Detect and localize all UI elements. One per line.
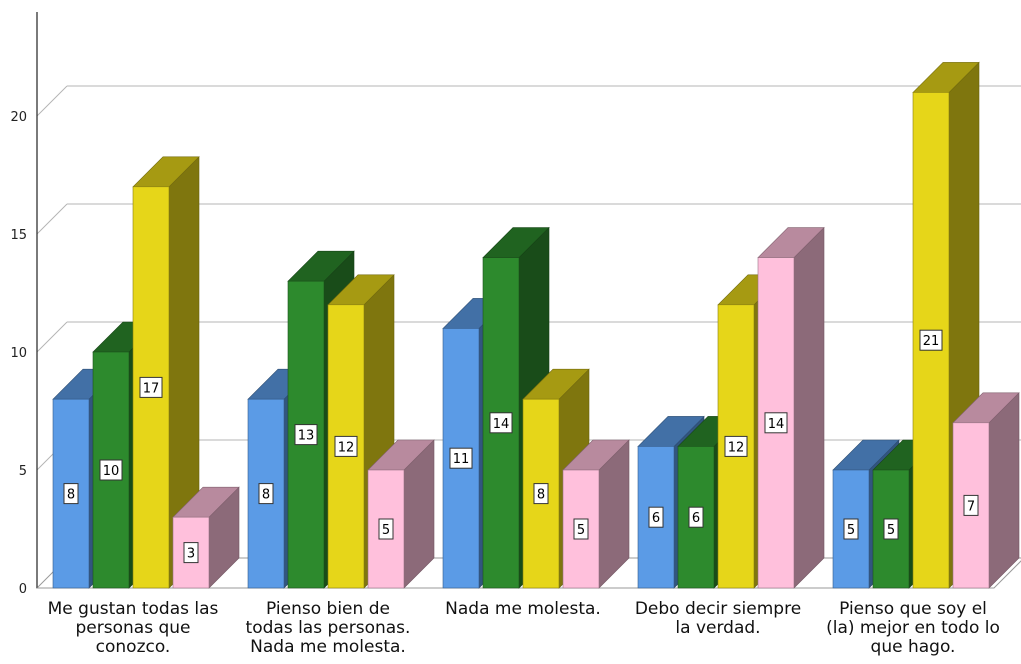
x-category-label-line: (la) mejor en todo lo xyxy=(826,618,1000,638)
y-tick-label: 15 xyxy=(10,228,27,243)
data-label-box xyxy=(724,435,748,457)
y-tick-label: 20 xyxy=(10,110,27,125)
data-label-box xyxy=(449,447,473,469)
data-label: 6 xyxy=(652,511,660,526)
data-label-box xyxy=(99,459,123,481)
data-label: 12 xyxy=(338,440,355,455)
bar-side-face xyxy=(988,392,1020,589)
x-category-label-line: conozco. xyxy=(96,637,171,657)
y-tick-label: 5 xyxy=(19,464,27,479)
axis-layer: 0 5 10 15 20 Me gustan todas las personas que c… xyxy=(10,12,1000,657)
data-label-box xyxy=(183,542,199,564)
data-label-box xyxy=(378,518,394,540)
data-label: 5 xyxy=(847,523,855,538)
data-label: 8 xyxy=(262,488,270,503)
gridline-depth xyxy=(36,203,68,235)
data-label-box xyxy=(919,329,943,351)
data-label: 3 xyxy=(187,547,195,562)
data-label: 11 xyxy=(453,452,470,467)
data-label: 21 xyxy=(923,334,940,349)
bar xyxy=(562,439,630,589)
data-label: 17 xyxy=(143,381,160,396)
data-label-box xyxy=(573,518,589,540)
x-category-label-line: Me gustan todas las xyxy=(48,599,219,619)
x-category-label-line: que hago. xyxy=(871,637,956,657)
x-category-label-line: la verdad. xyxy=(675,618,760,638)
label-layer: 8 10 17 3 8 13 12 5 11 14 8 5 6 6 12 14 5 5 21 7 xyxy=(63,329,979,564)
data-label-box xyxy=(963,494,979,516)
gridline-depth xyxy=(36,321,68,353)
bar-front-face xyxy=(757,257,795,589)
data-label-box xyxy=(764,412,788,434)
data-label: 6 xyxy=(692,511,700,526)
data-label: 14 xyxy=(768,417,785,432)
data-label-box xyxy=(843,518,859,540)
bar xyxy=(367,439,435,589)
data-label: 14 xyxy=(493,417,510,432)
x-category-label-line: Nada me molesta. xyxy=(445,599,601,619)
data-label-box xyxy=(139,376,163,398)
data-label-box xyxy=(63,483,79,505)
x-category-label-line: todas las personas. xyxy=(246,618,411,638)
data-label: 12 xyxy=(728,440,745,455)
data-label: 8 xyxy=(537,488,545,503)
data-label-box xyxy=(489,412,513,434)
data-label: 5 xyxy=(887,523,895,538)
bar xyxy=(757,226,825,589)
bar-front-face xyxy=(872,469,910,589)
x-category-label: Debo decir siempre la verdad. xyxy=(635,599,801,638)
bar xyxy=(952,392,1020,589)
x-category-label-line: Debo decir siempre xyxy=(635,599,801,619)
data-label-box xyxy=(688,506,704,528)
data-label-box xyxy=(258,483,274,505)
y-tick-label: 10 xyxy=(10,346,27,361)
x-category-label: Pienso bien de todas las personas. Nada me… xyxy=(246,599,411,657)
bar-side-face xyxy=(793,226,825,589)
data-label: 5 xyxy=(577,523,585,538)
data-label-box xyxy=(883,518,899,540)
bar xyxy=(172,486,240,589)
data-label-box xyxy=(334,435,358,457)
x-category-label: Nada me molesta. xyxy=(445,599,601,619)
data-label: 10 xyxy=(103,464,120,479)
x-category-label-line: personas que xyxy=(76,618,191,638)
y-tick-label: 0 xyxy=(19,582,27,597)
x-category-label: Me gustan todas las personas que conozco. xyxy=(48,599,219,657)
x-category-label-line: Pienso bien de xyxy=(266,599,390,619)
data-label-box xyxy=(294,424,318,446)
data-label: 8 xyxy=(67,488,75,503)
data-label-box xyxy=(533,483,549,505)
data-label-box xyxy=(648,506,664,528)
gridline-depth xyxy=(36,85,68,117)
bar-layer xyxy=(52,61,1020,589)
x-category-label-line: Nada me molesta. xyxy=(250,637,406,657)
x-category-label-line: Pienso que soy el xyxy=(839,599,987,619)
data-label: 7 xyxy=(967,499,975,514)
data-label: 5 xyxy=(382,523,390,538)
data-label: 13 xyxy=(298,429,315,444)
x-category-label: Pienso que soy el (la) mejor en todo lo qu… xyxy=(826,599,1000,657)
